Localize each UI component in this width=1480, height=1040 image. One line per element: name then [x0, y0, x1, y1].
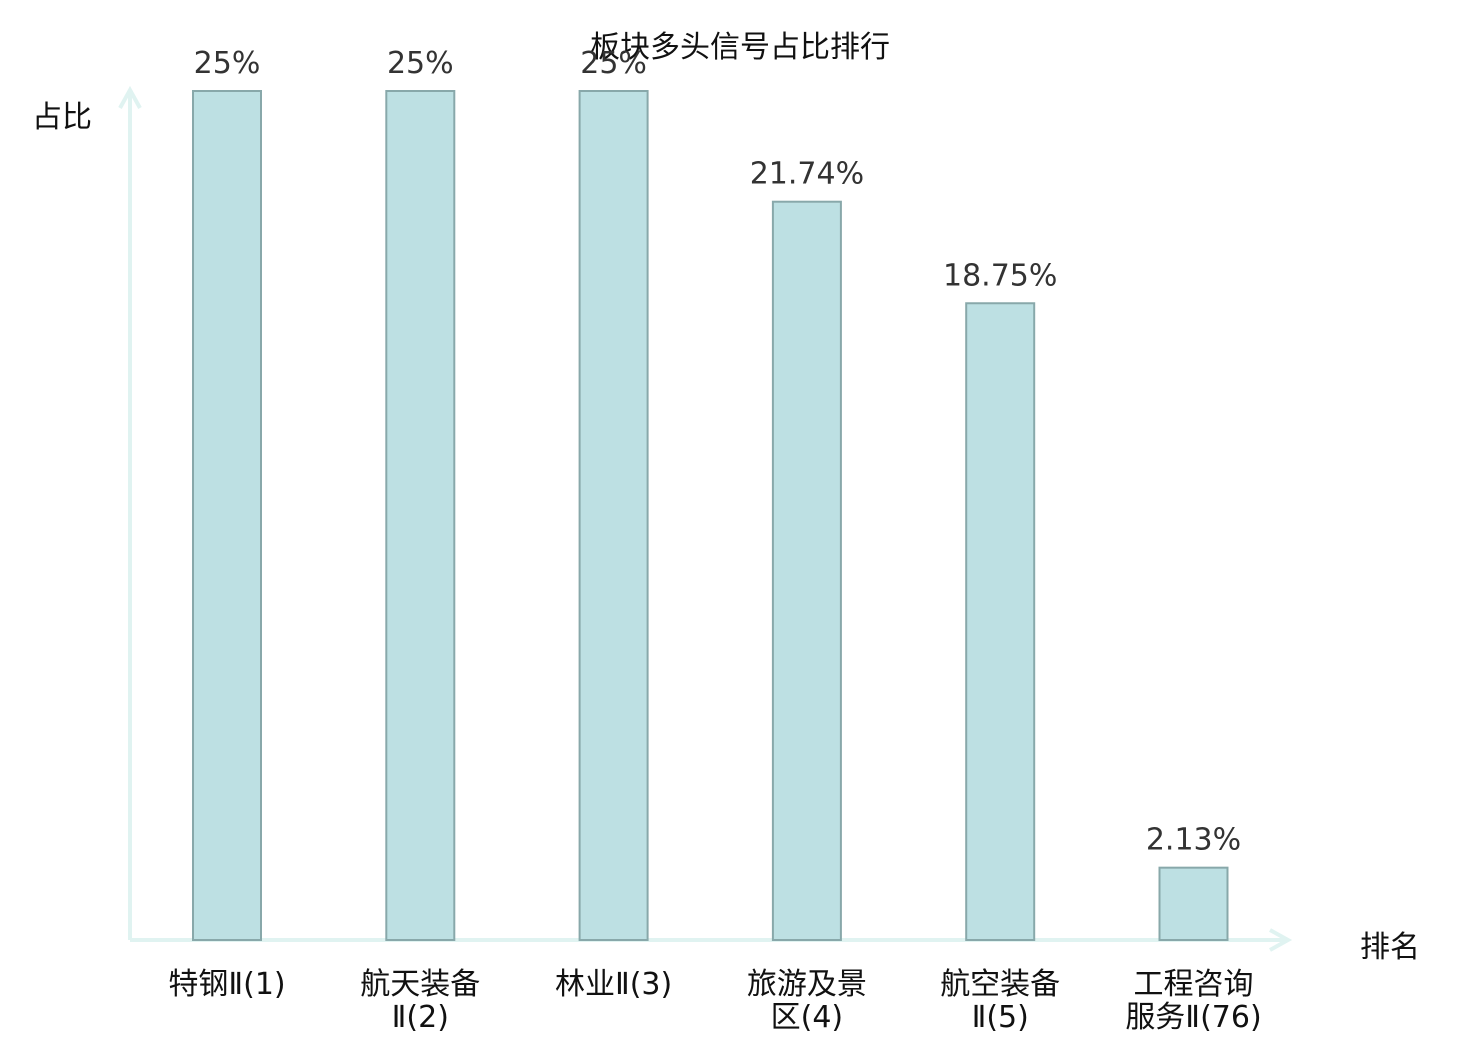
data-label: 25% [580, 46, 647, 81]
y-axis-arrow [118, 85, 142, 109]
x-tick-label-line: 航天装备 [360, 967, 480, 1002]
x-tick-label: 旅游及景区(4) [747, 967, 867, 1035]
x-tick-label: 林业Ⅱ(3) [555, 967, 672, 1002]
x-tick-label-line: 服务Ⅱ(76) [1125, 1000, 1261, 1035]
x-tick-label-line: 区(4) [771, 1000, 844, 1035]
data-label: 21.74% [750, 157, 864, 192]
bar [1158, 866, 1229, 942]
data-label: 18.75% [943, 258, 1057, 293]
x-tick-label-line: Ⅱ(5) [972, 1000, 1029, 1035]
bar [385, 90, 456, 941]
x-tick-label-line: 航空装备 [940, 967, 1060, 1002]
x-tick-label-line: 工程咨询 [1134, 967, 1254, 1002]
x-tick-label: 工程咨询服务Ⅱ(76) [1125, 967, 1261, 1035]
bar [578, 90, 649, 941]
x-tick-label-line: 特钢Ⅱ(1) [168, 967, 285, 1002]
x-tick-label: 航天装备 Ⅱ(2) [360, 967, 480, 1035]
data-label: 25% [387, 46, 454, 81]
x-tick-label-line: Ⅱ(2) [392, 1000, 449, 1035]
chart-title: 板块多头信号占比排行 [590, 30, 890, 65]
x-tick-label: 特钢Ⅱ(1) [168, 967, 285, 1002]
bar [771, 200, 842, 941]
data-label: 25% [194, 46, 261, 81]
bar [192, 90, 262, 941]
x-tick-label-line: 旅游及景 [747, 967, 867, 1002]
x-axis-label: 排名 [1360, 930, 1420, 965]
x-tick-label-line: 林业Ⅱ(3) [555, 967, 672, 1002]
x-tick-label: 航空装备 Ⅱ(5) [940, 967, 1060, 1035]
bar [965, 302, 1036, 941]
y-axis-label: 占比 [32, 100, 92, 135]
data-label: 2.13% [1146, 823, 1241, 858]
x-axis-arrow [1269, 928, 1293, 952]
